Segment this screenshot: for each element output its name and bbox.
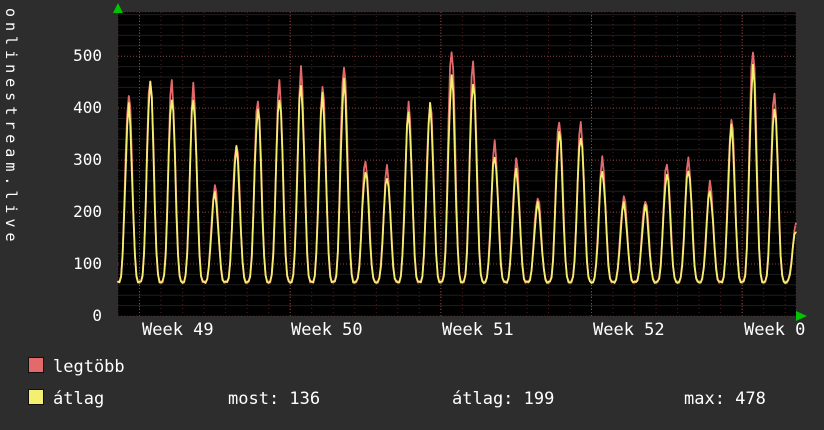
legend-item-atlag: átlag — [28, 389, 104, 409]
y-tick-0: 0 — [92, 306, 102, 325]
y-tick-500: 500 — [73, 46, 102, 65]
x-axis-arrow-icon — [796, 311, 807, 321]
plot-border — [117, 11, 797, 317]
x-label-week-0: Week 0 — [744, 320, 806, 340]
x-label-week-51: Week 51 — [442, 320, 514, 340]
legend-item-legtobb: legtöbb — [28, 357, 125, 377]
x-label-week-49: Week 49 — [142, 320, 214, 340]
y-tick-100: 100 — [73, 254, 102, 273]
legend-swatch-legtobb-icon — [28, 357, 44, 373]
series-line-atlag — [117, 63, 797, 285]
y-axis-arrow-icon — [113, 3, 123, 13]
y-tick-400: 400 — [73, 98, 102, 117]
stat-atlag: átlag: 199 — [452, 389, 555, 409]
x-label-week-50: Week 50 — [291, 320, 363, 340]
x-label-week-52: Week 52 — [593, 320, 665, 340]
stat-most: most: 136 — [228, 389, 321, 409]
y-tick-200: 200 — [73, 202, 102, 221]
stat-max: max: 478 — [684, 389, 766, 409]
legend-swatch-atlag-icon — [28, 389, 44, 405]
legend-label-atlag: átlag — [53, 389, 105, 409]
grid-daily-vertical — [139, 12, 786, 316]
chart-vertical-title: onlinestream.live — [2, 8, 20, 247]
legend-label-legtobb: legtöbb — [53, 357, 125, 377]
y-tick-300: 300 — [73, 150, 102, 169]
